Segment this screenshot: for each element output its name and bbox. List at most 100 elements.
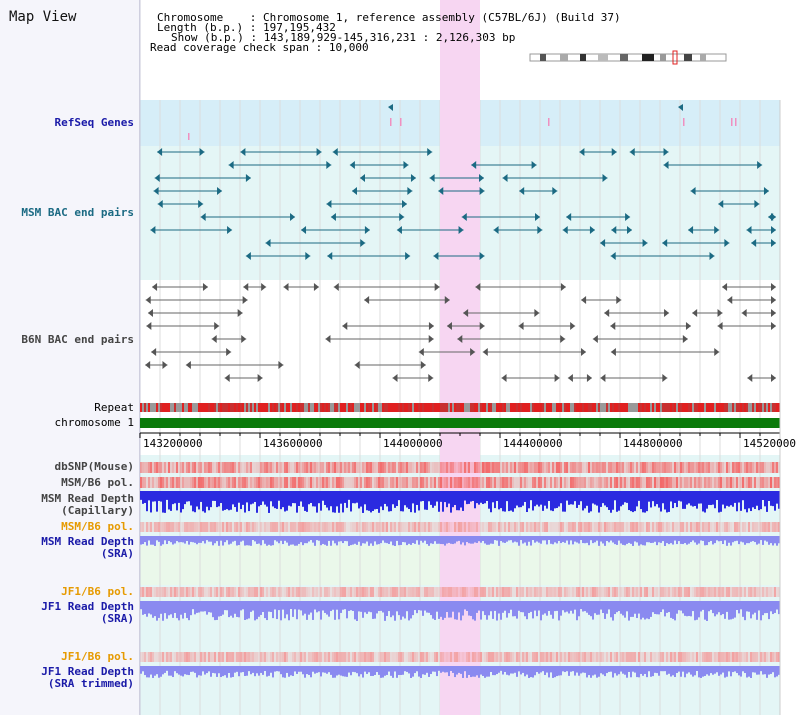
jf1-depth-sra-bar — [422, 601, 424, 616]
repeat-segment — [210, 403, 212, 412]
jf1-depth-trim-bar — [294, 666, 296, 672]
msm-bac-end — [771, 239, 776, 247]
msm-depth-cap-bar — [402, 491, 404, 512]
msm-depth-sra-bar — [206, 536, 208, 541]
dbsnp-cell — [560, 462, 562, 473]
repeat-segment — [458, 403, 460, 412]
dbsnp-cell — [556, 462, 558, 473]
track-label-repeat[interactable]: Repeat — [94, 401, 134, 414]
gene-exon — [735, 118, 737, 126]
jf1-depth-trim-bar — [212, 666, 214, 673]
msm-pol-cell — [664, 477, 666, 488]
jf1-pol-cell — [156, 587, 158, 597]
jf1-pol2-cell — [558, 652, 560, 662]
track-label-dbsnp[interactable]: dbSNP(Mouse) — [54, 460, 134, 473]
jf1-pol-cell — [636, 587, 638, 597]
jf1-depth-trim-bar — [248, 666, 250, 672]
jf1-pol2-cell — [660, 652, 662, 662]
jf1-depth-sra-bar — [616, 601, 618, 613]
msm-depth-sra-bar — [176, 536, 178, 542]
msm-pol2-cell — [258, 522, 260, 532]
jf1-depth-sra-bar — [764, 601, 766, 614]
msm-depth-cap-bar — [258, 491, 260, 507]
track-label-msm-bac[interactable]: MSM BAC end pairs — [21, 206, 134, 219]
track-label-refseq[interactable]: RefSeq Genes — [54, 116, 134, 129]
dbsnp-cell — [522, 462, 524, 473]
axis-tick-label: 143200000 — [143, 437, 203, 450]
track-label-msm-b6-pol[interactable]: MSM/B6 pol. — [61, 476, 134, 489]
jf1-depth-sra-bar — [250, 601, 252, 612]
track-label-jf1-b6-pol[interactable]: JF1/B6 pol. — [61, 585, 134, 598]
dbsnp-cell — [416, 462, 418, 473]
jf1-depth-sra-bar — [368, 601, 370, 612]
axis-tick-label: 14520000 — [743, 437, 796, 450]
repeat-segment — [366, 403, 368, 412]
ideogram-position-marker — [672, 50, 678, 65]
axis-tick-label: 144000000 — [383, 437, 443, 450]
jf1-depth-trim-bar — [454, 666, 456, 678]
jf1-pol2-cell — [476, 652, 478, 662]
msm-pol-cell — [450, 477, 452, 488]
msm-pol-cell — [480, 477, 482, 488]
msm-depth-cap-bar — [524, 491, 526, 502]
msm-depth-cap-bar — [410, 491, 412, 513]
track-label-jf1-depth-sra[interactable]: JF1 Read Depth — [41, 600, 134, 613]
jf1-depth-trim-bar — [586, 666, 588, 678]
msm-pol2-cell — [564, 522, 566, 532]
msm-pol2-cell — [410, 522, 412, 532]
msm-pol2-cell — [632, 522, 634, 532]
track-label-msm-b6-pol-2[interactable]: MSM/B6 pol. — [61, 520, 134, 533]
track-label-jf1-b6-pol-2[interactable]: JF1/B6 pol. — [61, 650, 134, 663]
jf1-pol2-cell — [282, 652, 284, 662]
msm-pol-cell — [474, 477, 476, 488]
msm-depth-cap-bar — [420, 491, 422, 502]
jf1-pol2-cell — [598, 652, 600, 662]
msm-pol2-cell — [154, 522, 156, 532]
repeat-segment — [670, 403, 672, 412]
msm-pol2-cell — [736, 522, 738, 532]
msm-pol2-cell — [398, 522, 400, 532]
jf1-depth-sra-bar — [584, 601, 586, 612]
repeat-segment — [660, 403, 662, 412]
msm-pol-cell — [652, 477, 654, 488]
jf1-pol-cell — [362, 587, 364, 597]
repeat-segment — [602, 403, 604, 412]
msm-pol2-cell — [730, 522, 732, 532]
msm-pol-cell — [656, 477, 658, 488]
dbsnp-cell — [426, 462, 428, 473]
track-label-b6n-bac[interactable]: B6N BAC end pairs — [21, 333, 134, 346]
jf1-depth-sra-bar — [472, 601, 474, 620]
track-label-jf1-depth-trim[interactable]: JF1 Read Depth — [41, 665, 134, 678]
msm-depth-sra-bar — [356, 536, 358, 545]
track-label-msm-depth-sra[interactable]: MSM Read Depth — [41, 535, 134, 548]
jf1-depth-trim-bar — [730, 666, 732, 677]
jf1-pol-cell — [304, 587, 306, 597]
jf1-depth-trim-bar — [456, 666, 458, 675]
repeat-segment — [288, 403, 290, 412]
jf1-depth-sra-bar — [702, 601, 704, 610]
msm-pol-cell — [626, 477, 628, 488]
msm-pol-cell — [684, 477, 686, 488]
msm-depth-cap-bar — [516, 491, 518, 506]
msm-depth-cap-bar — [726, 491, 728, 506]
jf1-depth-sra-bar — [322, 601, 324, 611]
msm-depth-sra-bar — [362, 536, 364, 544]
msm-depth-sra-bar — [634, 536, 636, 542]
dbsnp-cell — [632, 462, 634, 473]
msm-pol2-cell — [598, 522, 600, 532]
repeat-segment — [514, 403, 516, 412]
repeat-segment — [746, 403, 748, 412]
dbsnp-cell — [772, 462, 774, 473]
track-label-chromosome[interactable]: chromosome 1 — [54, 416, 134, 429]
jf1-pol-cell — [620, 587, 622, 597]
track-label-msm-depth-cap[interactable]: MSM Read Depth — [41, 492, 134, 505]
jf1-depth-trim-bar — [362, 666, 364, 678]
msm-depth-sra-bar — [394, 536, 396, 546]
msm-bac-end — [330, 213, 336, 221]
jf1-pol2-cell — [372, 652, 374, 662]
jf1-pol2-cell — [488, 652, 490, 662]
jf1-depth-trim-bar — [754, 666, 756, 673]
msm-pol2-cell — [578, 522, 580, 532]
dbsnp-cell — [376, 462, 378, 473]
